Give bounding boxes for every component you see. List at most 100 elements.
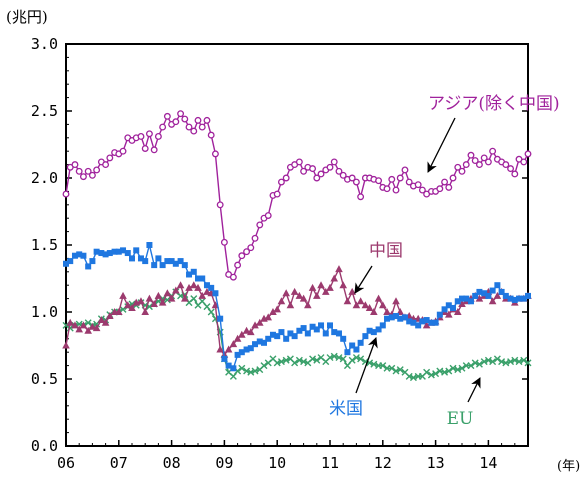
data-point <box>524 150 532 158</box>
data-point <box>361 301 370 309</box>
data-point <box>352 178 360 186</box>
data-point <box>414 181 422 189</box>
data-point <box>264 313 273 321</box>
data-point <box>344 349 351 356</box>
data-point <box>247 244 255 252</box>
data-point <box>102 251 109 258</box>
data-point <box>524 359 532 367</box>
data-point <box>247 328 255 336</box>
data-point <box>409 374 417 382</box>
data-point <box>300 325 307 332</box>
data-point <box>198 123 206 131</box>
data-point <box>89 258 96 265</box>
data-point <box>277 358 285 366</box>
data-point <box>85 263 92 270</box>
data-point <box>269 331 276 338</box>
y-tick-label: 0.0 <box>31 437 58 455</box>
data-point <box>137 297 145 305</box>
data-point <box>75 167 83 175</box>
series-layer <box>62 110 532 382</box>
data-point <box>177 258 184 265</box>
data-point <box>150 299 158 307</box>
data-point <box>229 273 237 281</box>
data-point <box>366 327 373 334</box>
data-point <box>348 174 356 182</box>
data-point <box>463 295 470 302</box>
data-point <box>233 334 242 342</box>
data-point <box>309 165 317 173</box>
data-point <box>488 297 497 305</box>
data-point <box>453 308 462 315</box>
data-point <box>449 364 457 372</box>
data-point <box>454 366 462 374</box>
data-point <box>379 362 387 370</box>
data-point <box>102 161 110 169</box>
data-point <box>92 324 101 332</box>
data-point <box>313 326 320 333</box>
data-point <box>396 366 404 374</box>
data-point <box>418 186 426 194</box>
data-point <box>511 356 519 364</box>
data-point <box>190 127 198 135</box>
data-point <box>335 167 343 175</box>
data-point <box>392 186 400 194</box>
data-point <box>422 321 431 329</box>
data-point <box>339 171 347 179</box>
data-point <box>375 177 383 185</box>
data-point <box>436 311 443 318</box>
data-point <box>190 268 197 275</box>
data-point <box>141 145 149 152</box>
data-point <box>318 322 325 329</box>
data-point <box>163 112 171 120</box>
data-point <box>242 326 251 334</box>
data-point <box>480 358 488 366</box>
data-point <box>168 258 175 265</box>
data-point <box>313 356 321 364</box>
data-point <box>405 178 413 186</box>
data-point <box>63 260 69 267</box>
data-point <box>154 291 163 299</box>
data-point <box>185 123 193 131</box>
data-point <box>216 201 224 209</box>
data-point <box>260 362 268 370</box>
data-point <box>401 314 408 321</box>
data-point <box>185 283 193 291</box>
data-point <box>274 333 281 340</box>
data-point <box>133 247 140 254</box>
data-point <box>309 355 317 363</box>
data-point <box>317 170 325 178</box>
data-point <box>251 234 259 242</box>
annotation-label: 中国 <box>369 241 403 261</box>
data-point <box>327 322 333 329</box>
data-point <box>181 262 188 269</box>
data-point <box>493 355 501 363</box>
y-tick-label: 3.0 <box>31 35 58 53</box>
x-tick-label: 12 <box>374 454 392 472</box>
data-point <box>458 167 466 175</box>
data-point <box>330 274 339 282</box>
data-point <box>396 174 404 182</box>
data-point <box>459 295 465 302</box>
data-point <box>343 297 352 305</box>
data-point <box>177 292 185 300</box>
data-point <box>445 302 452 309</box>
data-point <box>326 283 334 291</box>
data-point <box>330 352 338 360</box>
data-point <box>339 281 347 289</box>
data-point <box>475 360 483 368</box>
data-point <box>507 165 515 173</box>
data-point <box>221 355 228 362</box>
data-point <box>150 146 158 154</box>
annotation-label: EU <box>447 409 474 429</box>
data-point <box>243 367 251 375</box>
x-tick-label: 13 <box>427 454 445 472</box>
series-group <box>63 242 531 372</box>
data-point <box>287 330 294 337</box>
data-point <box>494 282 501 289</box>
data-point <box>300 167 308 175</box>
data-point <box>291 333 298 340</box>
x-tick-label: 09 <box>215 454 233 472</box>
data-point <box>238 252 246 260</box>
data-point <box>203 287 211 295</box>
